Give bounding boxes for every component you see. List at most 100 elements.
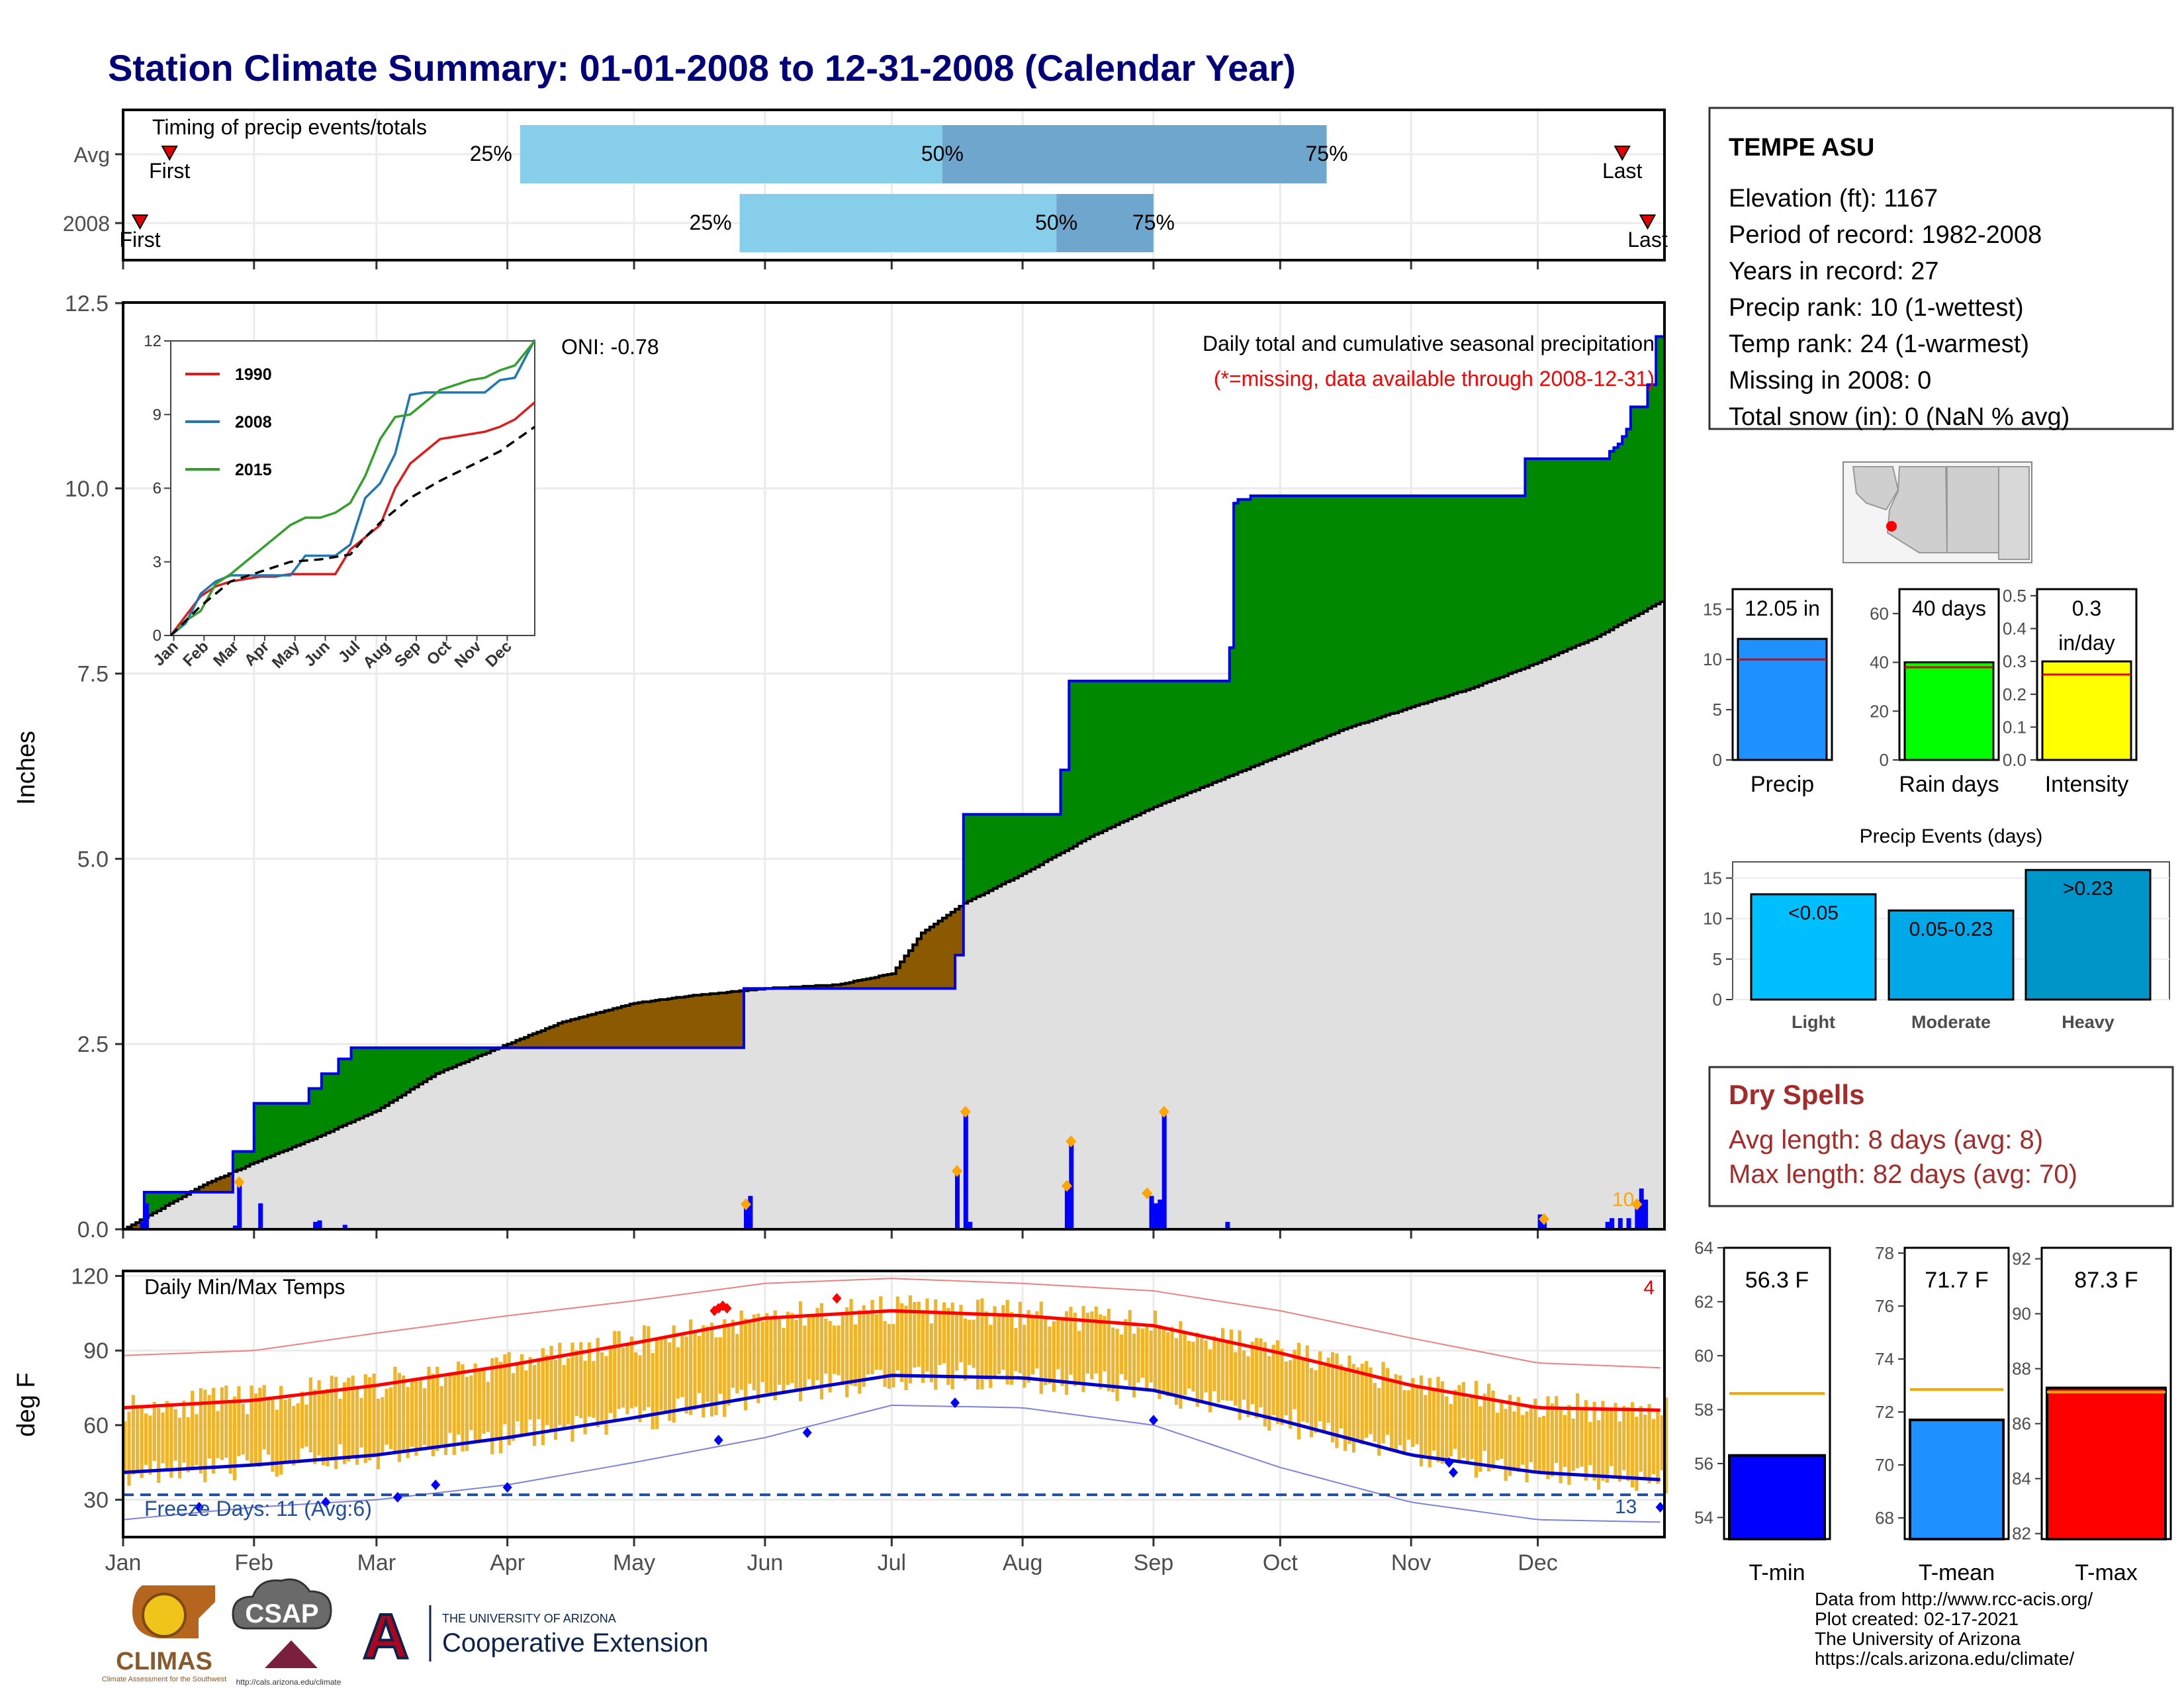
daily-temp-bar [431, 1374, 435, 1456]
timing-q25-label: 25% [690, 211, 732, 234]
daily-temp-bar [1630, 1402, 1635, 1488]
events-category-Light: Light [1792, 1012, 1835, 1032]
freeze-count-label: 13 [1615, 1496, 1637, 1518]
daily-temp-bar [140, 1406, 144, 1478]
daily-temp-bar [136, 1405, 140, 1473]
daily-precip-bar-1 [144, 1203, 149, 1229]
daily-temp-bar [1077, 1331, 1081, 1383]
daily-temp-bar [1537, 1417, 1541, 1475]
daily-temp-bar [592, 1361, 596, 1418]
daily-temp-bar [1626, 1407, 1630, 1481]
daily-temp-bar [714, 1337, 718, 1415]
daily-temp-bar [1664, 1397, 1668, 1494]
inset-tick-label-4: 12 [144, 332, 161, 350]
daily-temp-bar [1115, 1329, 1119, 1401]
daily-temp-bar [439, 1385, 443, 1445]
location-map [1843, 461, 2032, 563]
daily-temp-bar [1060, 1320, 1064, 1386]
daily-temp-bar [1014, 1328, 1018, 1372]
daily-temp-bar [1521, 1415, 1525, 1465]
daily-precip-bar-22 [1605, 1221, 1610, 1229]
timing-chart: 25% 50% 75% First Last Avg 25% 50% 75% First Last 2… [63, 109, 1668, 269]
daily-temp-bar [1314, 1370, 1318, 1433]
daily-temp-bar [790, 1313, 794, 1383]
daily-temp-bar [900, 1303, 904, 1382]
summary-label-Rain days: Rain days [1899, 772, 1999, 797]
daily-temp-bar [1250, 1341, 1254, 1405]
temp-summary-tick-label-5: 64 [1694, 1238, 1713, 1258]
daily-temp-bar [651, 1353, 655, 1430]
events-bar-Moderate [1888, 909, 2015, 1001]
daily-temp-bar [617, 1331, 621, 1409]
precip-y-axis-label: Inches [13, 731, 40, 805]
daily-precip-bar-10 [955, 1174, 960, 1229]
daily-temp-bar [1085, 1312, 1090, 1374]
normal-min-line [122, 1374, 1661, 1481]
precip-tick-label-5: 12.5 [65, 291, 109, 316]
daily-temp-bar [1592, 1401, 1596, 1481]
daily-temp-bar [1605, 1409, 1609, 1483]
month-label-7: Aug [1003, 1550, 1043, 1575]
temp-tick-label-1: 60 [83, 1413, 109, 1438]
daily-temp-bar [1195, 1333, 1199, 1407]
daily-temp-bar [402, 1375, 406, 1452]
daily-precip-bar-11 [963, 1114, 968, 1229]
daily-temp-bar [1546, 1396, 1550, 1479]
daily-temp-bar [1216, 1338, 1220, 1403]
events-bar-label-Moderate: 0.05-0.23 [1909, 918, 1993, 940]
daily-temp-bar [1056, 1317, 1060, 1370]
daily-precip-marker-0 [234, 1176, 245, 1188]
daily-temp-bar [684, 1336, 688, 1414]
daily-temp-bar [1614, 1403, 1617, 1476]
timing-q75-label: 75% [1132, 211, 1175, 234]
record-low-marker-4 [502, 1481, 512, 1493]
oni-label: ONI: -0.78 [561, 335, 659, 359]
daily-temp-bar [1651, 1419, 1656, 1474]
daily-temp-bar [709, 1323, 714, 1417]
timing-q50-label: 50% [1035, 211, 1077, 234]
daily-temp-bar [921, 1313, 925, 1383]
daily-temp-bar [1541, 1415, 1546, 1475]
daily-precip-bar-5 [313, 1221, 318, 1229]
record-low-marker-3 [431, 1479, 441, 1491]
daily-precip-marker-1 [740, 1198, 751, 1211]
daily-temp-bar [1048, 1326, 1052, 1384]
timing-frame [122, 109, 1666, 261]
daily-temp-bar [199, 1388, 203, 1474]
daily-temp-bar [938, 1312, 942, 1366]
precip-tick-label-2: 5.0 [77, 847, 109, 872]
daily-temp-bar [1128, 1310, 1132, 1386]
daily-temp-bar [1267, 1356, 1271, 1431]
dry-spells-avg: Avg length: 8 days (avg: 8) [1729, 1125, 2043, 1154]
daily-temp-bar [1525, 1411, 1529, 1483]
daily-temp-bar [778, 1319, 782, 1385]
daily-temp-bar [1377, 1387, 1381, 1456]
daily-temp-bar [1461, 1382, 1465, 1458]
daily-temp-bar [739, 1310, 743, 1390]
daily-temp-bar [338, 1398, 342, 1444]
station-info-line-4: Temp rank: 24 (1-warmest) [1729, 330, 2029, 358]
daily-temp-bar [782, 1327, 786, 1394]
dry-spells-panel: Dry Spells Avg length: 8 days (avg: 8) Max… [1708, 1066, 2174, 1207]
temp-summary-bar-T-mean [1909, 1419, 2005, 1540]
daily-temp-bar [330, 1376, 334, 1457]
daily-temp-bar [929, 1323, 933, 1383]
station-info-line-6: Total snow (in): 0 (NaN % avg) [1729, 403, 2070, 431]
daily-temp-bar [1491, 1390, 1495, 1470]
daily-temp-bar [798, 1301, 803, 1401]
daily-temp-bar [1191, 1341, 1195, 1392]
daily-temp-bar [980, 1298, 984, 1389]
daily-temp-bar [1402, 1390, 1406, 1455]
daily-temp-bar [756, 1313, 760, 1403]
timing-last-marker [1614, 146, 1631, 162]
daily-temp-bar [334, 1376, 338, 1470]
daily-temp-bar [1428, 1378, 1432, 1468]
daily-temp-bar [528, 1357, 532, 1420]
daily-temp-bar [169, 1404, 173, 1478]
daily-temp-bar [1449, 1403, 1453, 1457]
record-low-marker-9 [1444, 1457, 1454, 1468]
daily-temp-bar [558, 1342, 562, 1425]
record-low-marker-5 [713, 1434, 723, 1446]
record-low-marker-7 [950, 1397, 960, 1409]
daily-temp-bar [283, 1399, 287, 1462]
